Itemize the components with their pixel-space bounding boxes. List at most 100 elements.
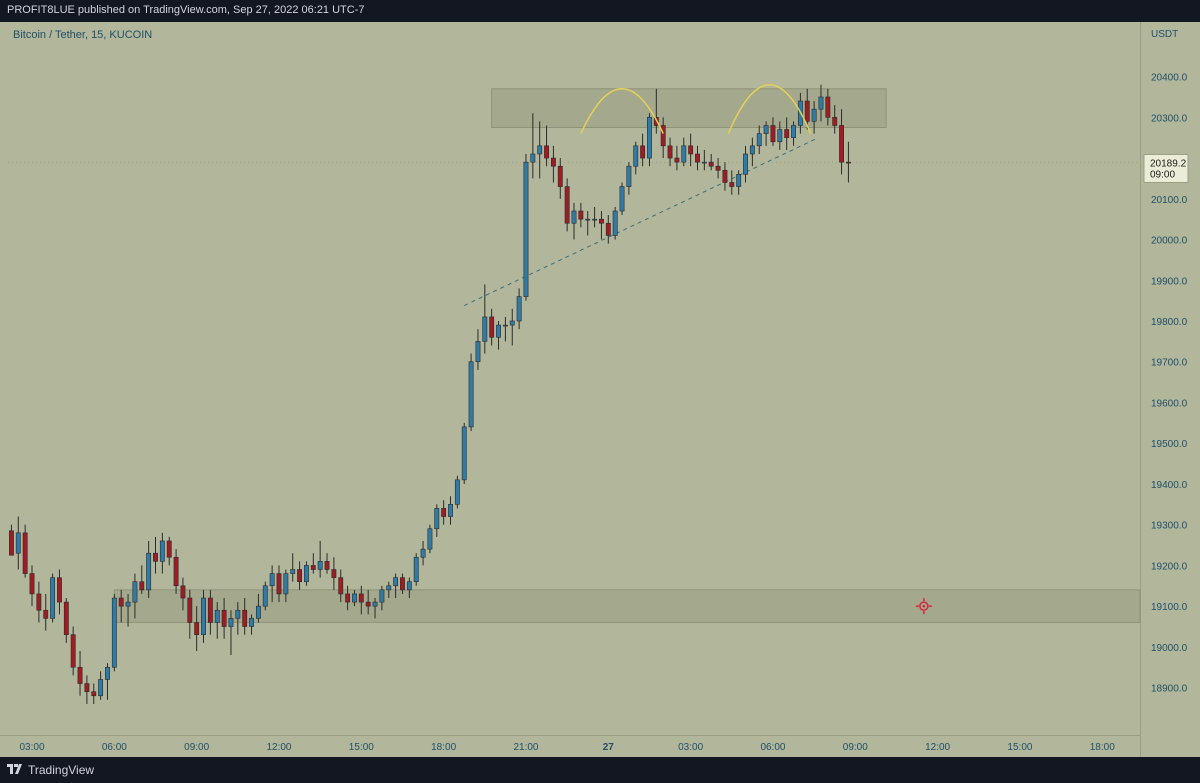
candle-up — [749, 145, 755, 155]
candle-down — [180, 585, 186, 599]
y-tick-label: 19100.0 — [1151, 602, 1188, 613]
candle-down — [715, 165, 721, 171]
candle-down — [153, 552, 158, 562]
candle-down — [187, 597, 193, 623]
candle-down — [297, 569, 303, 583]
candle-up — [290, 569, 296, 574]
candle-down — [173, 556, 179, 587]
candle-up — [50, 577, 56, 619]
candle-down — [557, 165, 563, 187]
candle-up — [269, 573, 275, 587]
x-tick-label: 06:00 — [102, 742, 127, 753]
y-tick-label: 19500.0 — [1151, 439, 1188, 450]
candle-up — [420, 548, 426, 558]
candle-down — [489, 316, 495, 338]
candle-up — [427, 528, 433, 550]
target-ring — [919, 601, 929, 611]
candle-up — [283, 573, 289, 595]
candle-up — [255, 605, 261, 619]
candle-down — [63, 601, 69, 635]
candle-up — [201, 597, 206, 635]
candle-up — [701, 161, 707, 164]
candle-down — [729, 182, 735, 187]
candle-up — [159, 540, 165, 562]
candle-down — [605, 222, 611, 236]
candle-up — [249, 618, 254, 627]
candle-down — [722, 169, 728, 183]
support-zone — [113, 589, 1141, 623]
candle-up — [111, 597, 117, 668]
candle-down — [441, 508, 447, 517]
top-arc-1 — [580, 88, 664, 134]
candle-down — [845, 161, 851, 164]
candle-down — [338, 577, 344, 595]
candle-up — [386, 585, 392, 591]
candle-up — [777, 129, 783, 143]
candle-up — [262, 585, 268, 607]
candle-up — [413, 556, 419, 583]
candle-up — [304, 565, 309, 583]
y-tick-label: 20300.0 — [1151, 113, 1188, 124]
last-price-label: 20189.2 — [1150, 158, 1187, 169]
tradingview-logo-icon — [7, 764, 22, 774]
publish-header: PROFIT8LUE published on TradingView.com,… — [0, 0, 1200, 22]
candle-down — [207, 597, 213, 623]
candle-up — [317, 561, 323, 570]
candle-up — [502, 324, 508, 327]
x-tick-label: 03:00 — [19, 742, 44, 753]
candle-up — [15, 532, 21, 554]
candle-down — [118, 597, 124, 607]
candle-up — [763, 125, 769, 134]
x-tick-label: 18:00 — [431, 742, 456, 753]
candle-down — [276, 573, 282, 595]
y-tick-label: 19800.0 — [1151, 317, 1188, 328]
candle-down — [400, 577, 405, 591]
price-chart[interactable]: Bitcoin / Tether, 15, KUCOIN 18900.0 1900… — [0, 22, 1200, 757]
candle-up — [352, 593, 357, 603]
x-tick-label: 12:00 — [925, 742, 950, 753]
last-price-badge — [1143, 153, 1189, 183]
candle-up — [406, 581, 412, 591]
price-scale — [1140, 22, 1200, 757]
candle-up — [482, 316, 488, 342]
x-tick-label: 12:00 — [266, 742, 291, 753]
x-tick-label: 15:00 — [1007, 742, 1032, 753]
candle-up — [530, 153, 536, 163]
y-tick-label: 19700.0 — [1151, 358, 1188, 369]
y-tick-label: 20400.0 — [1151, 73, 1188, 84]
candle-down — [29, 573, 35, 595]
candle-down — [832, 117, 838, 126]
y-tick-label: 20100.0 — [1151, 195, 1188, 206]
candle-down — [36, 593, 42, 611]
footer-bar: TradingView — [0, 757, 1200, 783]
candle-down — [57, 577, 62, 603]
y-tick-label: 19200.0 — [1151, 561, 1188, 572]
chart-canvas[interactable]: Bitcoin / Tether, 15, KUCOIN 18900.0 1900… — [0, 22, 1200, 757]
candle-up — [475, 341, 481, 363]
candle-down — [91, 691, 97, 697]
publish-info: PROFIT8LUE published on TradingView.com,… — [7, 4, 365, 16]
candle-down — [70, 634, 76, 668]
candle-up — [756, 133, 762, 147]
candle-down — [77, 666, 83, 684]
candle-up — [743, 153, 748, 175]
target-icon — [915, 598, 932, 615]
candle-up — [105, 666, 110, 680]
candle-up — [736, 174, 742, 187]
candle-down — [667, 145, 673, 159]
candle-up — [372, 601, 378, 607]
candle-up — [633, 145, 639, 167]
candle-up — [612, 210, 618, 236]
top-arc-2 — [727, 84, 812, 134]
candle-up — [448, 504, 453, 517]
candle-up — [681, 145, 687, 163]
candle-up — [125, 601, 131, 607]
candle-up — [496, 324, 501, 338]
candle-down — [331, 569, 337, 578]
y-tick-label: 19000.0 — [1151, 643, 1188, 654]
candle-up — [647, 117, 652, 159]
candle-down — [550, 157, 556, 167]
y-tick-label: 20000.0 — [1151, 236, 1188, 247]
candle-down — [695, 153, 700, 163]
candle-down — [674, 157, 680, 163]
